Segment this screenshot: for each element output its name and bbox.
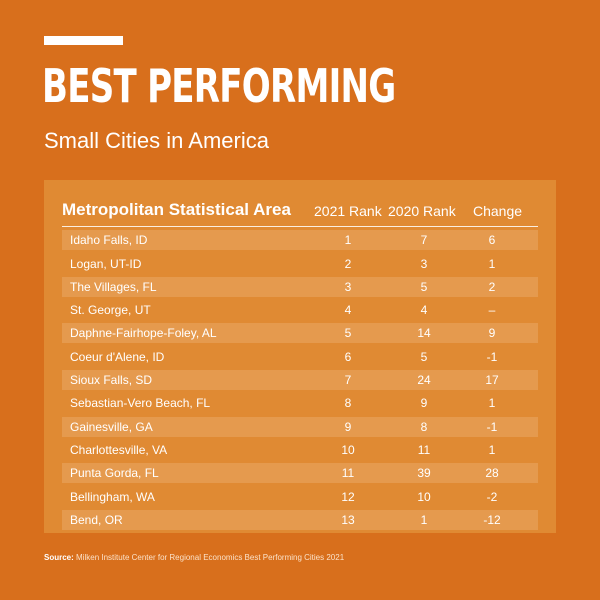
cell-rank-2020: 1: [420, 512, 428, 527]
table-row: The Villages, FL 3 5 2: [62, 276, 538, 297]
table-row: Bellingham, WA 12 10 -2: [62, 487, 538, 507]
cell-rank-2020: 14: [417, 326, 431, 341]
cell-area: Coeur d'Alene, ID: [70, 349, 165, 364]
cell-rank-2020: 39: [417, 466, 431, 481]
cell-area: Daphne-Fairhope-Foley, AL: [70, 326, 217, 341]
cell-rank-2020: 3: [420, 256, 428, 271]
header-rank-2021: 2021 Rank: [314, 203, 382, 219]
table-row: St. George, UT 4 4 –: [62, 300, 538, 320]
cell-rank-2020: 5: [420, 349, 428, 364]
header-area: Metropolitan Statistical Area: [62, 200, 291, 219]
source-text: Milken Institute Center for Regional Eco…: [76, 553, 345, 562]
rankings-table: Metropolitan Statistical Area 2021 Rank …: [44, 180, 556, 533]
table-row: Coeur d'Alene, ID 6 5 -1: [62, 347, 538, 367]
cell-area: Bend, OR: [70, 512, 123, 527]
cell-rank-2021: 11: [341, 466, 355, 481]
cell-area: Punta Gorda, FL: [70, 466, 159, 481]
cell-area: St. George, UT: [70, 303, 151, 318]
table-row: Idaho Falls, ID 1 7 6: [62, 230, 538, 251]
source-note: Source: Milken Institute Center for Regi…: [44, 553, 344, 562]
cell-area: Bellingham, WA: [70, 489, 155, 504]
table-row: Daphne-Fairhope-Foley, AL 5 14 9: [62, 323, 538, 344]
cell-change: 28: [485, 466, 499, 481]
cell-change: 1: [488, 442, 496, 457]
cell-rank-2021: 4: [344, 303, 352, 318]
cell-area: Sioux Falls, SD: [70, 373, 153, 388]
cell-rank-2021: 12: [341, 489, 355, 504]
table-row: Sioux Falls, SD 7 24 17: [62, 370, 538, 391]
cell-rank-2020: 7: [420, 233, 428, 248]
table-row: Logan, UT-ID 2 3 1: [62, 254, 538, 274]
cell-rank-2021: 8: [344, 396, 352, 411]
cell-rank-2020: 8: [420, 419, 428, 434]
cell-rank-2020: 9: [420, 396, 428, 411]
cell-change: -1: [486, 349, 498, 364]
cell-change: –: [488, 303, 496, 318]
cell-rank-2021: 7: [344, 373, 352, 388]
cell-area: Sebastian-Vero Beach, FL: [70, 396, 211, 411]
cell-area: Idaho Falls, ID: [70, 233, 148, 248]
cell-change: 17: [485, 373, 499, 388]
cell-change: -12: [483, 512, 501, 527]
table-header: Metropolitan Statistical Area 2021 Rank …: [62, 198, 538, 227]
table-row: Bend, OR 13 1 -12: [62, 509, 538, 530]
table-body: Idaho Falls, ID 1 7 6 Logan, UT-ID 2 3 1 The Vil…: [62, 227, 538, 530]
cell-area: Charlottesville, VA: [70, 442, 168, 457]
table-row: Punta Gorda, FL 11 39 28: [62, 463, 538, 484]
cell-area: Gainesville, GA: [70, 419, 153, 434]
cell-rank-2020: 5: [420, 279, 428, 294]
cell-change: 9: [488, 326, 496, 341]
cell-change: 1: [488, 256, 496, 271]
cell-rank-2021: 9: [344, 419, 352, 434]
cell-rank-2020: 4: [420, 303, 428, 318]
cell-change: 1: [488, 396, 496, 411]
cell-change: 2: [488, 279, 496, 294]
cell-rank-2020: 10: [417, 489, 431, 504]
cell-rank-2021: 10: [341, 442, 355, 457]
page-subtitle: Small Cities in America: [44, 128, 269, 153]
table-row: Sebastian-Vero Beach, FL 8 9 1: [62, 393, 538, 413]
cell-change: -2: [486, 489, 498, 504]
accent-bar: [44, 36, 123, 45]
table-row: Gainesville, GA 9 8 -1: [62, 416, 538, 437]
page-title: BEST PERFORMING: [42, 59, 396, 113]
cell-rank-2021: 3: [344, 279, 352, 294]
header-rank-2020: 2020 Rank: [388, 203, 456, 219]
cell-rank-2021: 2: [344, 256, 352, 271]
cell-change: -1: [486, 419, 498, 434]
cell-area: The Villages, FL: [70, 279, 157, 294]
cell-area: Logan, UT-ID: [70, 256, 142, 271]
table-row: Charlottesville, VA 10 11 1: [62, 440, 538, 460]
header-change: Change: [473, 203, 523, 219]
cell-rank-2020: 24: [417, 373, 431, 388]
cell-rank-2021: 6: [344, 349, 352, 364]
cell-rank-2021: 13: [341, 512, 355, 527]
cell-change: 6: [488, 233, 496, 248]
source-label: Source:: [44, 553, 74, 562]
cell-rank-2020: 11: [417, 442, 431, 457]
cell-rank-2021: 1: [344, 233, 352, 248]
cell-rank-2021: 5: [344, 326, 352, 341]
